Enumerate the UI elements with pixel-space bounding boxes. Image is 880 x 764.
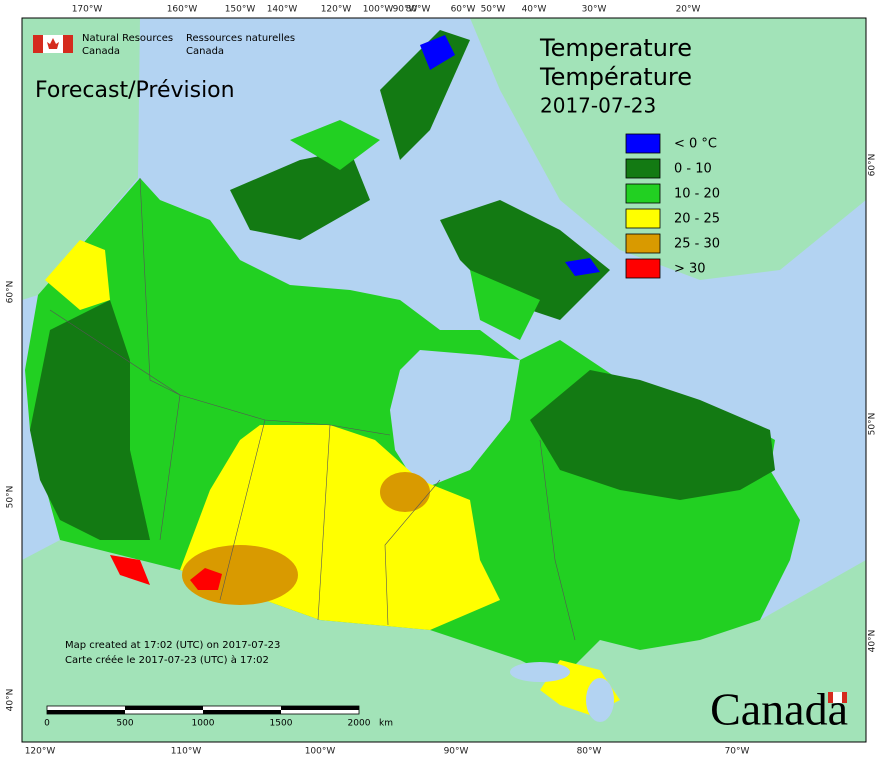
region-bc-south (110, 555, 150, 585)
hudson-bay (390, 350, 520, 490)
right-label: 40°N (868, 630, 878, 653)
island (230, 150, 370, 240)
org-fr: Ressources naturelles (186, 33, 295, 44)
left-label: 40°N (6, 689, 16, 712)
org-en: Canada (82, 46, 120, 57)
top-label: 50°W (481, 5, 506, 15)
island (440, 200, 610, 320)
top-label: 140°W (267, 5, 298, 15)
lake (586, 678, 614, 722)
flag-bar (63, 35, 73, 53)
wordmark-flag (828, 692, 847, 703)
bottom-label: 120°W (25, 747, 56, 757)
legend-swatch (625, 233, 661, 254)
top-label: 40°W (522, 5, 547, 15)
top-label: 90°W (393, 5, 418, 15)
scale-label: 1000 (192, 719, 215, 729)
top-label: 170°W (72, 5, 103, 15)
scale-segment (125, 706, 203, 710)
scale-label: 1500 (270, 719, 293, 729)
top-label: 160°W (167, 5, 198, 15)
bottom-label: 90°W (444, 747, 469, 757)
top-label: 60°W (451, 5, 476, 15)
map-area (22, 18, 866, 742)
scale-unit: km (379, 719, 393, 729)
legend-swatch (625, 158, 661, 179)
island (290, 120, 380, 170)
boundary (539, 439, 576, 641)
legend-swatch (625, 208, 661, 229)
region-bc (30, 300, 150, 540)
boundary (384, 479, 441, 626)
legend-swatch (625, 133, 661, 154)
scale-segment (47, 710, 125, 714)
top-label: 120°W (321, 5, 352, 15)
scale-label: 500 (116, 719, 133, 729)
island (380, 30, 470, 160)
alaska (22, 18, 140, 300)
org-fr: Canada (186, 46, 224, 57)
scale-label: 2000 (348, 719, 371, 729)
top-label: 30°W (582, 5, 607, 15)
region-hottest (190, 568, 222, 590)
legend-label: 25 - 30 (674, 237, 720, 252)
bottom-label: 100°W (305, 747, 336, 757)
region-hot2 (380, 472, 430, 512)
scale-bar: 0 500 1000 1500 2000 km (44, 705, 393, 729)
legend-label: 20 - 25 (674, 212, 720, 227)
left-label: 50°N (6, 486, 16, 509)
top-label: 20°W (676, 5, 701, 15)
ice (565, 258, 600, 276)
bottom-label: 80°W (577, 747, 602, 757)
org-en: Natural Resources (82, 33, 173, 44)
bottom-label: 70°W (725, 747, 750, 757)
boundaries (49, 177, 576, 641)
island (470, 270, 540, 340)
boundary (219, 419, 266, 601)
credit: Map created at 17:02 (UTC) on 2017-07-23 (65, 640, 280, 651)
greenland (470, 18, 866, 280)
credit: Carte créée le 2017-07-23 (UTC) à 17:02 (65, 654, 269, 666)
title-date: 2017-07-23 (540, 94, 656, 118)
flag-bar (828, 692, 833, 703)
title: Température (539, 63, 692, 91)
scale-segment (281, 706, 359, 710)
legend-swatch (625, 183, 661, 204)
wordmark: Canada (710, 684, 848, 735)
right-label: 50°N (868, 413, 878, 436)
subtitle: Forecast/Prévision (35, 78, 235, 103)
flag-bar (33, 35, 43, 53)
legend-swatch (625, 258, 661, 279)
flag-bar (842, 692, 847, 703)
map-border (21, 17, 867, 743)
boundary (139, 177, 181, 541)
bottom-label: 110°W (171, 747, 202, 757)
top-label: 150°W (225, 5, 256, 15)
boundary (317, 424, 331, 621)
legend-label: > 30 (674, 262, 706, 277)
legend-label: 0 - 10 (674, 162, 712, 177)
top-label: 80°W (406, 5, 431, 15)
flag-center (833, 692, 842, 703)
ice (420, 35, 455, 70)
region-quebec (530, 370, 775, 500)
left-label: 60°N (6, 281, 16, 304)
scale-label: 0 (44, 719, 50, 729)
region-yukon (45, 240, 110, 310)
legend-label: < 0 °C (674, 137, 717, 152)
maple-leaf (47, 38, 59, 49)
logo (33, 35, 73, 53)
graticule-labels: 170°W 160°W 150°W 140°W 120°W 100°W 90°W80°W 60… (6, 5, 878, 757)
legend: < 0 °C 0 - 10 10 - 20 20 - 25 25 - 30 > 30 (625, 133, 720, 279)
scale-segment (203, 710, 281, 714)
legend-label: 10 - 20 (674, 187, 720, 202)
title: Temperature (539, 34, 692, 62)
right-label: 60°N (868, 154, 878, 177)
top-label: 100°W (363, 5, 394, 15)
lake (510, 662, 570, 682)
